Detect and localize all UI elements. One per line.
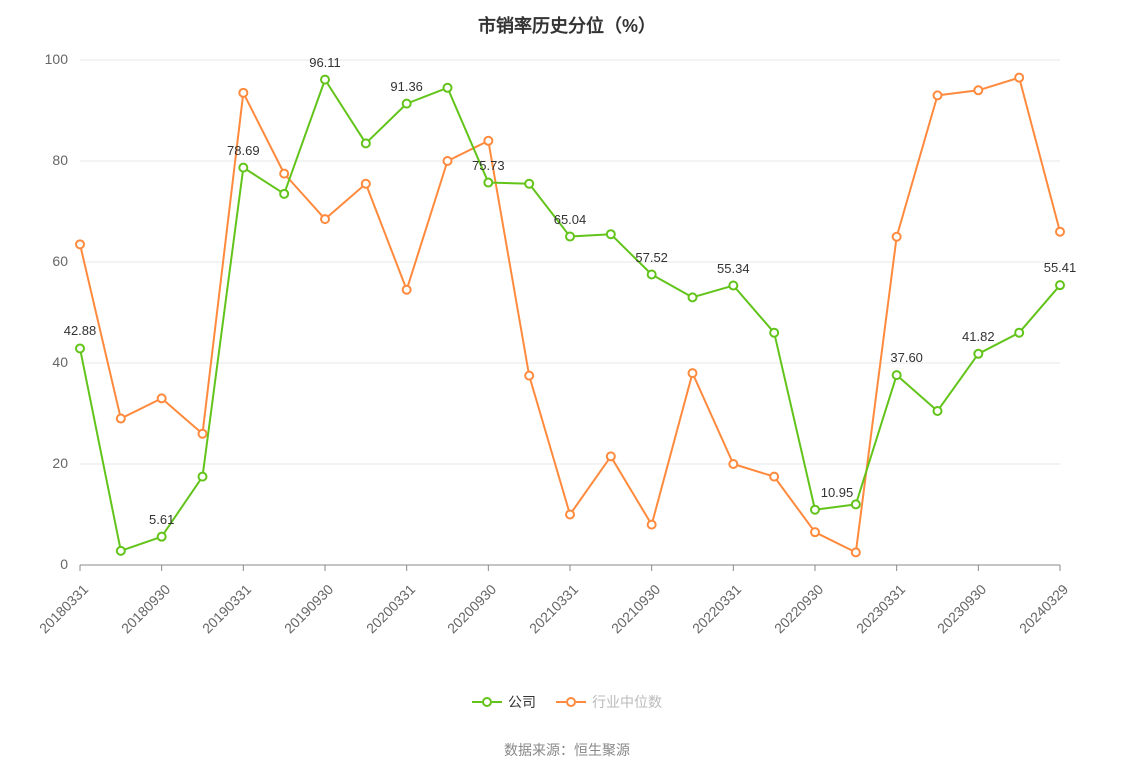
y-tick-label: 100	[0, 51, 68, 67]
data-label: 5.61	[149, 512, 174, 527]
legend: 公司 行业中位数	[0, 690, 1134, 712]
data-label: 65.04	[554, 212, 587, 227]
y-tick-label: 0	[0, 556, 68, 572]
data-label: 41.82	[962, 329, 995, 344]
chart-plot	[0, 0, 1134, 766]
data-label: 55.34	[717, 261, 750, 276]
data-label: 91.36	[390, 79, 423, 94]
data-label: 42.88	[64, 323, 97, 338]
data-label: 37.60	[890, 350, 923, 365]
y-tick-label: 60	[0, 253, 68, 269]
data-source: 数据来源：恒生聚源	[0, 740, 1134, 760]
chart-container: 市销率历史分位（%） 020406080100 2018033120180930…	[0, 0, 1134, 766]
legend-item: 公司	[472, 692, 536, 712]
data-label: 78.69	[227, 143, 260, 158]
legend-item: 行业中位数	[556, 692, 662, 712]
legend-swatch	[556, 697, 586, 707]
legend-label: 行业中位数	[592, 692, 662, 712]
data-label: 96.11	[309, 55, 341, 70]
legend-label: 公司	[508, 692, 536, 712]
y-tick-label: 80	[0, 152, 68, 168]
y-tick-label: 20	[0, 455, 68, 471]
data-source-text: 数据来源：恒生聚源	[504, 742, 630, 758]
y-tick-label: 40	[0, 354, 68, 370]
data-label: 75.73	[472, 158, 505, 173]
data-label: 57.52	[635, 250, 668, 265]
data-label: 10.95	[821, 485, 854, 500]
legend-swatch	[472, 697, 502, 707]
data-label: 55.41	[1044, 260, 1077, 275]
